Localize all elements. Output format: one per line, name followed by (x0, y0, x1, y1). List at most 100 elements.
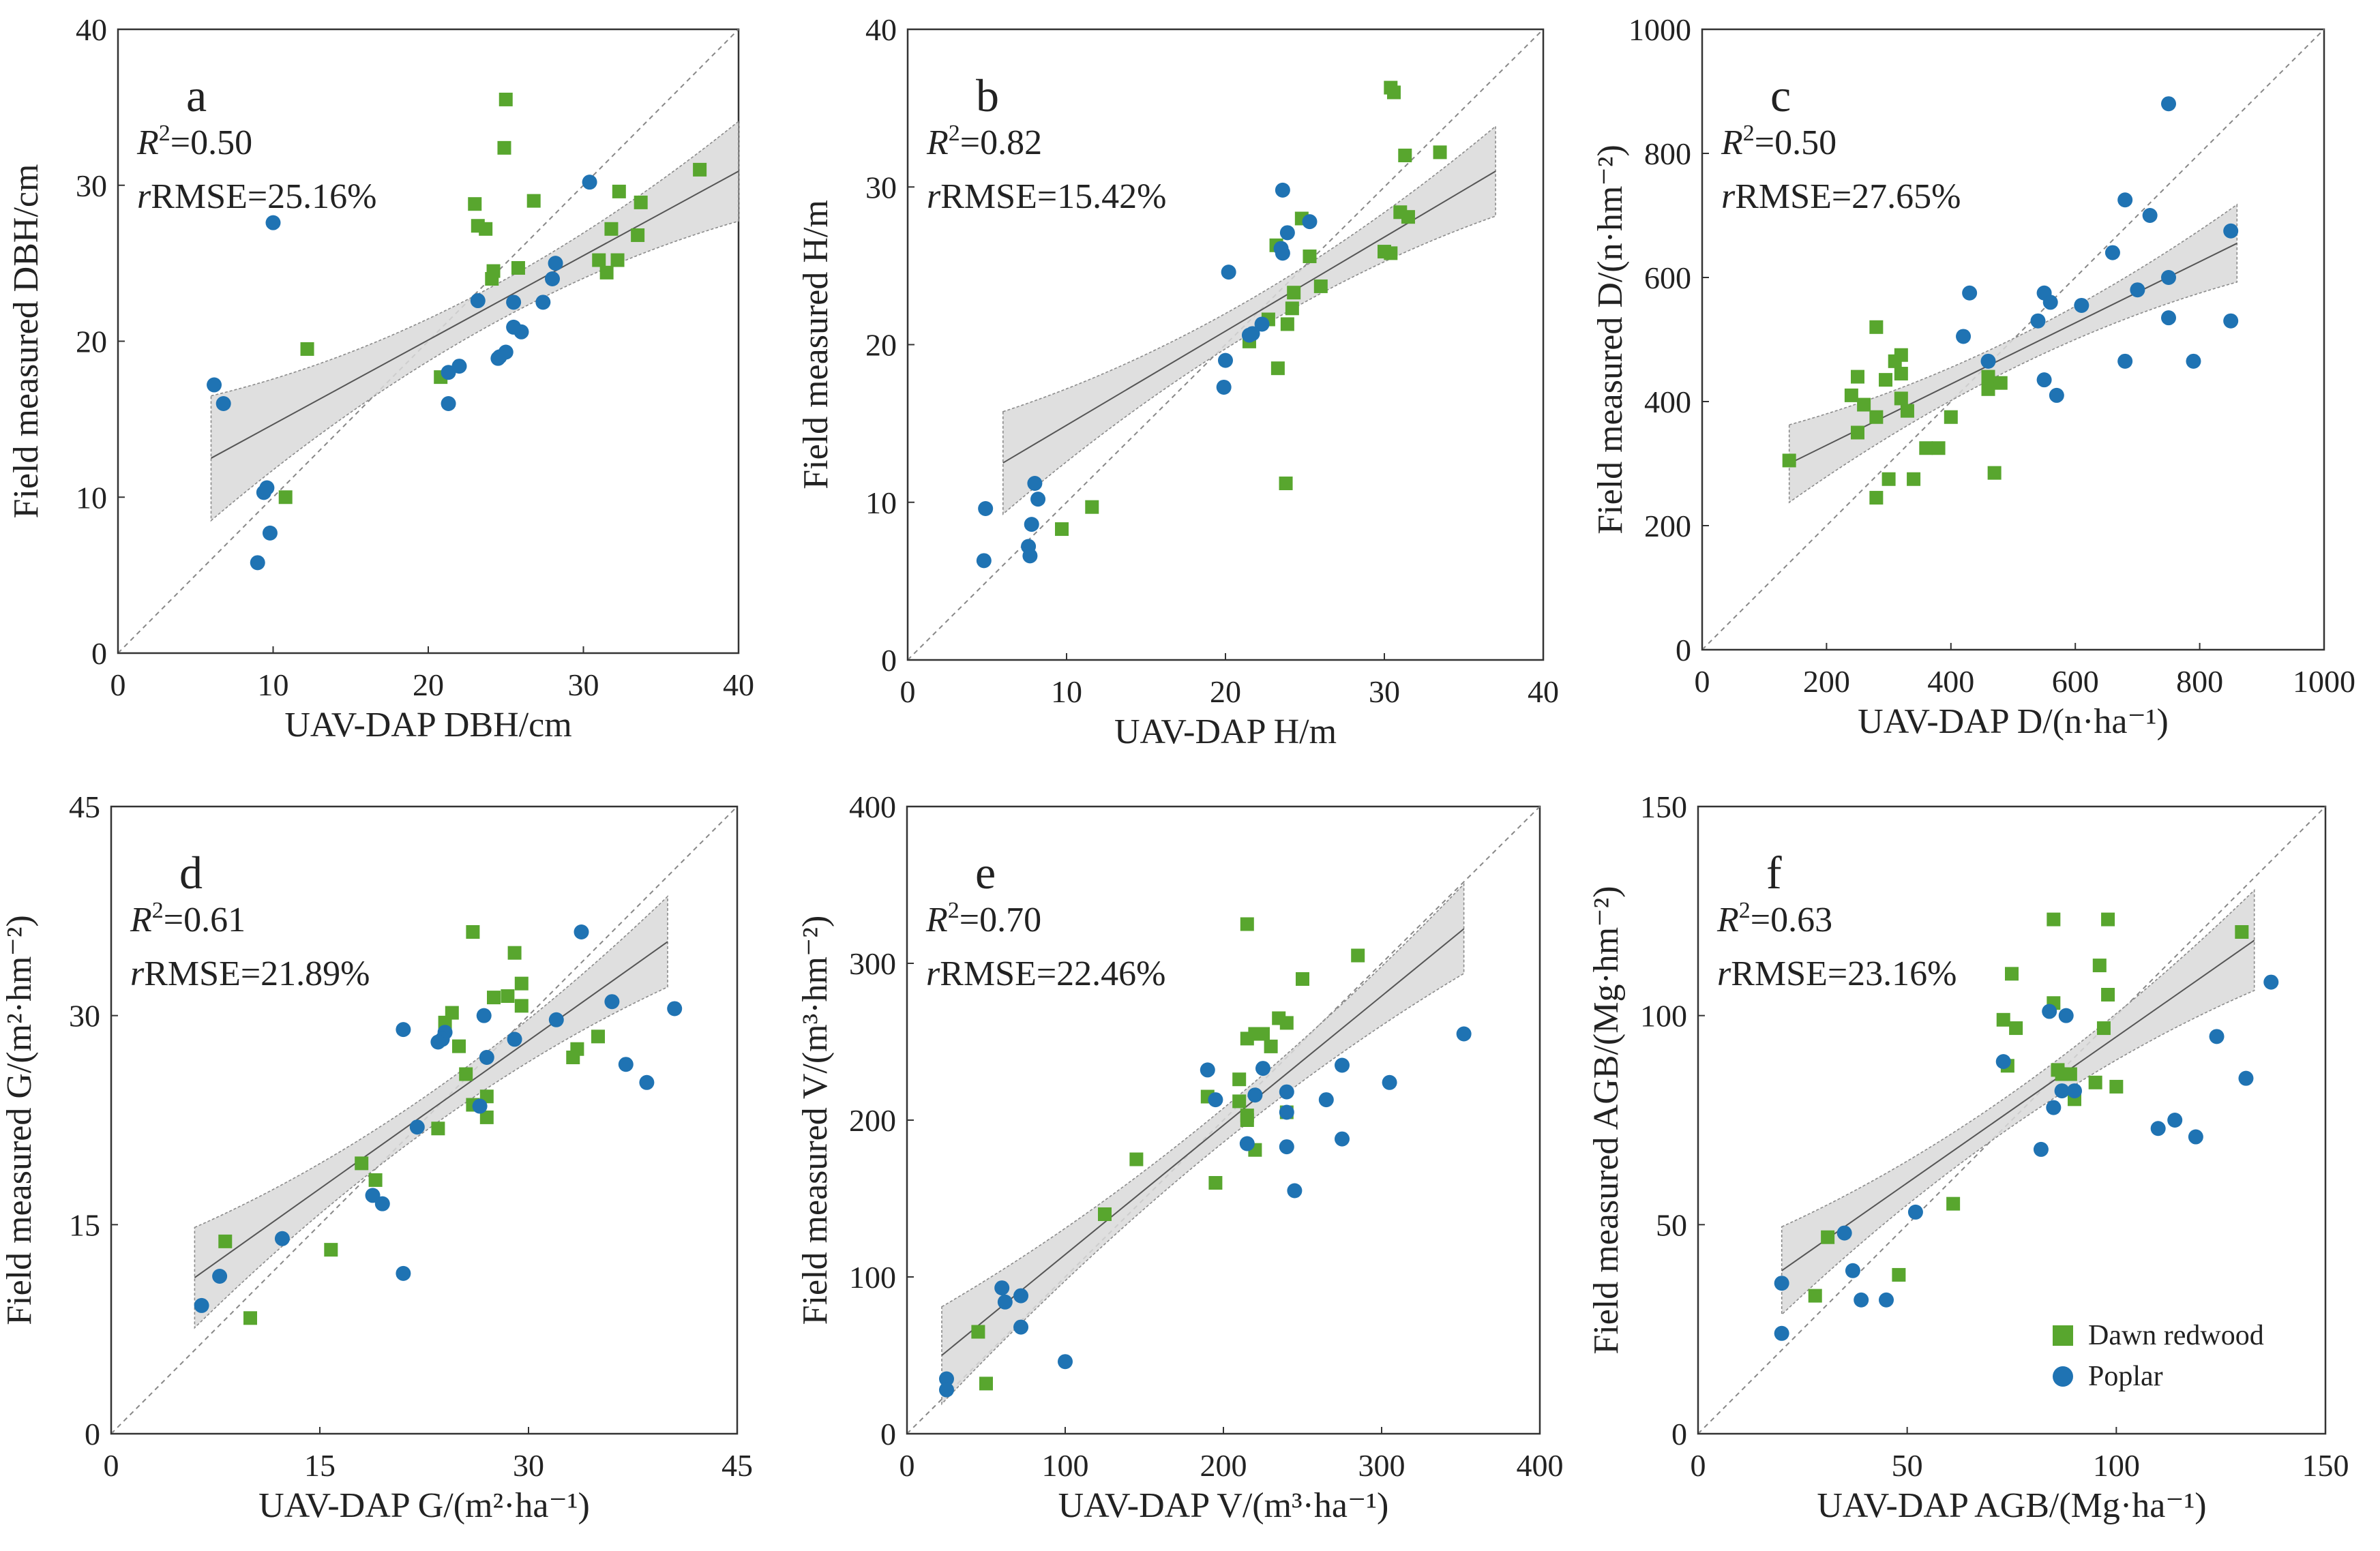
x-tick-label: 0 (104, 1448, 119, 1483)
poplar-point (2161, 270, 2176, 285)
r-squared-annotation: R2=0.63 (1716, 898, 1832, 939)
poplar-point (396, 1265, 411, 1281)
poplar-point (194, 1297, 209, 1313)
poplar-point (545, 271, 560, 286)
panel-letter: e (975, 847, 996, 899)
poplar-point (507, 1032, 522, 1047)
poplar-point (441, 396, 456, 411)
poplar-point (2033, 1141, 2049, 1157)
poplar-point (2188, 1129, 2203, 1145)
poplar-point (2117, 192, 2133, 208)
y-tick-label: 30 (76, 168, 107, 203)
x-tick-label: 30 (513, 1448, 544, 1483)
y-tick-label: 40 (76, 12, 107, 47)
dawn-redwood-point (693, 162, 707, 177)
y-tick-label: 600 (1644, 260, 1691, 295)
poplar-point (472, 1098, 488, 1114)
y-tick-label: 800 (1644, 136, 1691, 171)
r-squared-annotation: R2=0.82 (926, 121, 1042, 162)
dawn-redwood-point (466, 925, 480, 939)
dawn-redwood-point (1279, 477, 1293, 490)
dawn-redwood-point (1946, 1196, 1961, 1211)
y-tick-label: 45 (69, 789, 100, 824)
dawn-redwood-point (971, 1325, 985, 1339)
poplar-point (365, 1188, 381, 1203)
poplar-point (451, 359, 467, 374)
dawn-redwood-point (511, 260, 525, 275)
dawn-redwood-point (1296, 972, 1309, 986)
poplar-point (1995, 1054, 2011, 1070)
confidence-band (941, 882, 1465, 1406)
dawn-redwood-point (979, 1376, 993, 1391)
dawn-redwood-point (2009, 1021, 2023, 1036)
poplar-point (490, 350, 506, 366)
poplar-point (2223, 223, 2239, 239)
dawn-redwood-point (1944, 410, 1958, 424)
poplar-point (506, 319, 522, 335)
poplar-point (2117, 353, 2133, 369)
poplar-point (1335, 1131, 1350, 1147)
poplar-point (939, 1371, 954, 1387)
poplar-point (259, 480, 275, 496)
dawn-redwood-point (2235, 925, 2249, 939)
y-tick-label: 15 (69, 1207, 100, 1242)
dawn-redwood-point (243, 1311, 257, 1325)
dawn-redwood-point (1303, 250, 1317, 263)
panel-d: 0 15 30 45 0 15 30 45 UAV-DAP G/(m²·ha⁻¹) Field m… (0, 789, 753, 1525)
legend-circle-marker (2053, 1366, 2073, 1387)
y-axis-label: Field measured V/(m³·hm⁻²) (796, 916, 835, 1325)
y-tick-label: 400 (849, 789, 896, 824)
panel-f: 0 50 100 150 0 50 100 150 UAV-DAP AGB/(Mg·ha⁻¹) F… (1587, 789, 2349, 1525)
dawn-redwood-point (501, 989, 515, 1004)
dawn-redwood-point (591, 1029, 605, 1044)
y-tick-label: 0 (880, 1417, 896, 1451)
dawn-redwood-point (1270, 361, 1285, 376)
poplar-point (250, 555, 265, 571)
panel-b: 0 10 20 30 40 0 10 20 30 40 UAV-DAP H/m Field measu… (797, 12, 1559, 751)
dawn-redwood-point (1869, 491, 1884, 505)
x-tick-label: 0 (1695, 664, 1710, 699)
dawn-redwood-point (431, 1121, 445, 1136)
poplar-point (2161, 96, 2176, 112)
dawn-redwood-point (1888, 354, 1902, 368)
poplar-point (2074, 297, 2089, 313)
poplar-point (1956, 329, 1972, 344)
dawn-redwood-point (1919, 441, 1933, 455)
panel-letter: b (976, 70, 999, 121)
dawn-redwood-point (479, 222, 493, 236)
dawn-redwood-point (599, 265, 614, 280)
rrmse-annotation: rRMSE=21.89% (130, 954, 370, 993)
y-tick-label: 400 (1644, 385, 1691, 419)
dawn-redwood-point (1851, 370, 1864, 384)
poplar-point (548, 256, 563, 271)
rrmse-annotation: rRMSE=27.65% (1721, 177, 1961, 216)
poplar-point (476, 1008, 492, 1023)
y-axis-label: Field measured AGB/(Mg·hm⁻²) (1587, 886, 1626, 1354)
poplar-point (997, 1294, 1013, 1310)
poplar-point (1302, 214, 1318, 230)
poplar-point (1218, 352, 1233, 368)
x-tick-label: 600 (2052, 664, 2099, 699)
poplar-point (939, 1382, 954, 1398)
y-axis-label: Field measured G/(m²·hm⁻²) (0, 915, 39, 1325)
dawn-redwood-point (1993, 376, 2008, 390)
dawn-redwood-point (1981, 370, 1995, 384)
fit-line (194, 941, 668, 1278)
poplar-point (548, 1012, 564, 1027)
dawn-redwood-point (2109, 1079, 2124, 1094)
dawn-redwood-point (631, 228, 645, 242)
panel-letter: a (186, 70, 207, 121)
r-squared-annotation: R2=0.50 (136, 121, 252, 162)
r-squared-annotation: R2=0.61 (130, 898, 246, 939)
poplar-point (1845, 1263, 1860, 1278)
poplar-point (1022, 548, 1038, 564)
poplar-point (1241, 327, 1257, 343)
y-tick-label: 300 (849, 946, 896, 981)
dawn-redwood-point (1894, 367, 1908, 381)
poplar-point (2167, 1113, 2183, 1128)
poplar-point (470, 293, 486, 309)
dawn-redwood-point (459, 1067, 473, 1081)
y-axis-label: Field measured DBH/cm (7, 164, 46, 519)
y-tick-label: 0 (85, 1417, 100, 1451)
poplar-point (2046, 1100, 2062, 1115)
